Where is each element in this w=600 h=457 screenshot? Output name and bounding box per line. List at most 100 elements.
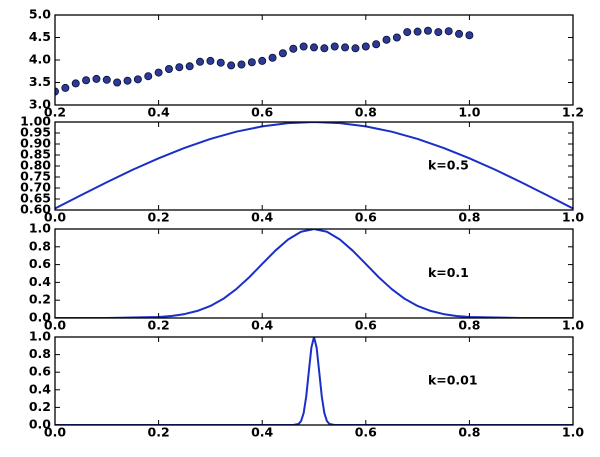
scatter-point [206,56,215,65]
scatter-point [227,61,236,70]
annotation: k=0.01 [428,373,478,388]
scatter-point [423,26,432,35]
scatter-point [154,68,163,77]
scatter-point [20,94,27,101]
scatter-point [164,65,173,74]
scatter-point [144,72,153,81]
scatter-point [361,42,370,51]
x-tick-label: 0.2 [44,105,66,120]
scatter-point [82,76,91,85]
y-tick-label: 0.75 [20,169,51,184]
x-tick-label: 0.4 [251,210,273,225]
curve [55,122,573,210]
scatter-point [258,56,267,65]
scatter-point [268,53,277,62]
x-tick-label: 0.0 [44,318,66,333]
scatter-point [247,58,256,67]
axes-frame [54,14,574,106]
y-tick-label: 1.00 [20,114,51,129]
x-tick-label: 0.8 [458,318,480,333]
x-tick-label: 1.0 [562,425,584,440]
curve [55,229,573,318]
x-tick-label: 0.4 [251,318,273,333]
scatter-point [372,40,381,49]
y-tick-label: 0.8 [29,238,51,253]
annotation: k=0.5 [428,158,469,173]
y-tick-label: 3.0 [29,97,51,112]
subplot: k=0.50.0 0.2 0.4 0.6 0.8 1.00.600.650.700.750… [20,114,584,225]
y-tick-label: 1.0 [29,329,51,344]
scatter-point [392,33,401,42]
scatter-point [330,42,339,51]
scatter-point [216,58,225,67]
y-tick-label: 0.70 [20,180,51,195]
scatter-point [289,44,298,53]
scatter-point [278,49,287,58]
scatter-point [444,27,453,36]
x-tick-label: 0.8 [355,105,377,120]
axes-frame [54,336,574,426]
scatter-point [403,28,412,37]
y-tick-label: 3.5 [29,74,51,89]
scatter-point [237,60,246,69]
scatter-point [185,62,194,71]
x-tick-label: 0.6 [251,105,273,120]
scatter-point [382,35,391,44]
x-tick-label: 1.0 [562,210,584,225]
y-tick-label: 0.4 [29,274,51,289]
x-tick-label: 0.6 [355,425,377,440]
y-tick-label: 0.0 [29,310,51,325]
scatter-point [71,79,80,88]
axes-frame [54,228,574,319]
x-tick-label: 0.2 [148,210,170,225]
y-tick-label: 5.0 [29,7,51,22]
y-tick-label: 1.0 [29,221,51,236]
annotation: k=0.1 [428,265,469,280]
x-tick-label: 0.0 [44,210,66,225]
scatter-point [320,44,329,53]
scatter-point [123,76,132,85]
x-tick-label: 0.4 [251,425,273,440]
scatter-point [113,78,122,87]
x-tick-label: 0.6 [355,318,377,333]
x-tick-label: 0.0 [44,425,66,440]
y-tick-label: 0.4 [29,381,51,396]
scatter-point [465,31,474,40]
x-tick-label: 0.4 [148,105,170,120]
axes-frame [54,121,574,211]
x-tick-label: 0.8 [458,210,480,225]
y-tick-label: 0.8 [29,346,51,361]
x-tick-label: 1.0 [562,318,584,333]
scatter-point [351,44,360,53]
y-tick-label: 0.80 [20,158,51,173]
scatter-point [196,57,205,66]
y-tick-label: 0.60 [20,202,51,217]
y-tick-label: 0.6 [29,364,51,379]
y-tick-label: 4.0 [29,52,51,67]
subplot: 0.2 0.4 0.6 0.8 1.0 1.2 3.0 3.5 4.0 4.5 5.0 [20,7,584,120]
scatter-point [413,27,422,36]
x-tick-label: 0.2 [148,318,170,333]
scatter-point [175,63,184,72]
scatter-point [309,43,318,52]
y-tick-label: 4.5 [29,29,51,44]
subplot: k=0.01 0.0 0.2 0.4 0.6 0.8 1.0 0.0 0.2 0.4 0.6 0.8 1… [29,329,585,440]
y-tick-label: 0.2 [29,399,51,414]
x-tick-label: 1.0 [458,105,480,120]
y-tick-label: 0.65 [20,191,51,206]
scatter-point [133,75,142,84]
scatter-point [61,83,70,92]
x-tick-label: 0.6 [355,210,377,225]
x-tick-label: 0.8 [458,425,480,440]
scatter-point [434,28,443,37]
y-tick-label: 0.6 [29,256,51,271]
y-tick-label: 0.85 [20,147,51,162]
scatter-point [92,74,101,83]
scatter-point [299,42,308,51]
x-tick-label: 0.2 [148,425,170,440]
y-tick-label: 0.95 [20,125,51,140]
curve [55,337,573,425]
y-tick-label: 0.2 [29,292,51,307]
y-tick-label: 0.90 [20,136,51,151]
